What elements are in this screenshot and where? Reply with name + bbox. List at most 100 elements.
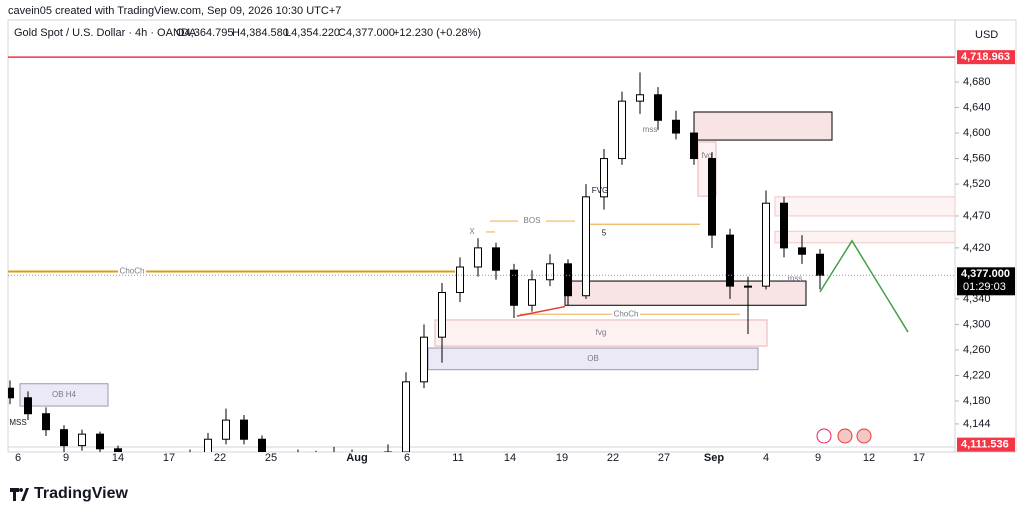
candle-body bbox=[744, 285, 752, 288]
candle-body bbox=[24, 397, 32, 415]
brand: TradingView bbox=[34, 485, 129, 502]
candle-body bbox=[313, 455, 320, 457]
y-tick-label: 4,220 bbox=[963, 369, 991, 381]
change: +12.230 (+0.28%) bbox=[393, 27, 481, 39]
candle-body bbox=[438, 292, 446, 338]
close: C4,377.000 bbox=[338, 27, 395, 39]
price-tag-label: 4,111.536 bbox=[961, 439, 1009, 451]
candle-body bbox=[384, 451, 392, 452]
candle-body bbox=[96, 433, 104, 450]
x-tick-label: 25 bbox=[265, 452, 277, 464]
countdown: 01:29:03 bbox=[963, 281, 1006, 293]
y-tick-label: 4,420 bbox=[963, 242, 991, 254]
y-tick-label: 4,680 bbox=[963, 76, 991, 88]
zone bbox=[19, 383, 109, 407]
candle-body bbox=[816, 253, 824, 276]
candle-body bbox=[187, 455, 194, 458]
zone-label: OB H4 bbox=[52, 390, 77, 399]
candle-body bbox=[8, 387, 14, 399]
x-tick-label: 4 bbox=[763, 452, 769, 464]
zone bbox=[693, 111, 833, 141]
candle-body bbox=[762, 202, 770, 287]
frame bbox=[7, 19, 1017, 453]
candle-body bbox=[331, 453, 338, 457]
label-bg bbox=[458, 226, 486, 237]
level-label: 5 bbox=[602, 228, 607, 237]
candle-body bbox=[780, 202, 788, 249]
low: L4,354.220 bbox=[285, 27, 340, 39]
trendline bbox=[516, 305, 566, 317]
zone bbox=[774, 230, 955, 244]
candle-body bbox=[456, 266, 464, 294]
level-label: ChoCh bbox=[614, 309, 639, 318]
last-price-label: 4,377.000 bbox=[961, 268, 1010, 280]
symbol: Gold Spot / U.S. Dollar · 4h · OANDA bbox=[14, 27, 197, 39]
y-tick-label: 4,560 bbox=[963, 152, 991, 164]
candle-body bbox=[114, 448, 122, 452]
candle-body bbox=[151, 462, 158, 465]
candle-body bbox=[277, 455, 284, 458]
candle-body bbox=[636, 94, 644, 102]
y-tick-label: 4,600 bbox=[963, 127, 991, 139]
x-tick-label: 14 bbox=[504, 452, 516, 464]
candle-body bbox=[600, 158, 608, 198]
open: O4,364.795 bbox=[176, 27, 234, 39]
label-bg bbox=[118, 266, 146, 277]
candle-body bbox=[672, 119, 680, 134]
candle-body bbox=[240, 419, 248, 440]
credit: cavein05 created with TradingView.com, S… bbox=[8, 5, 341, 17]
y-tick-label: 4,260 bbox=[963, 344, 991, 356]
x-tick-label: Aug bbox=[346, 452, 367, 464]
annotation: MSS bbox=[9, 418, 26, 427]
x-tick-label: 14 bbox=[112, 452, 124, 464]
candle-body bbox=[78, 433, 86, 447]
x-tick-label: 27 bbox=[658, 452, 670, 464]
candle-body bbox=[798, 247, 806, 255]
currency: USD bbox=[975, 29, 998, 41]
projection bbox=[819, 239, 909, 333]
candle-body bbox=[654, 94, 662, 121]
plot: OB H4 OB fvg fvg ChoCh BOS 5 ChoCh X FVG mss mss MSS bbox=[8, 72, 955, 465]
y-tick-label: 4,144 bbox=[963, 418, 991, 430]
legend: Gold Spot / U.S. Dollar · 4h · OANDA O4,… bbox=[14, 27, 481, 39]
x-tick-label: 9 bbox=[63, 452, 69, 464]
y-tick-label: 4,300 bbox=[963, 318, 991, 330]
level-label: X bbox=[469, 227, 475, 236]
price-tag-label: 4,718.963 bbox=[961, 51, 1010, 63]
x-tick-label: 19 bbox=[556, 452, 568, 464]
label-bg bbox=[612, 309, 640, 320]
candle-body bbox=[133, 458, 140, 464]
high: H4,384.580 bbox=[232, 27, 289, 39]
y-tick-label: 4,640 bbox=[963, 101, 991, 113]
candle-body bbox=[546, 263, 554, 281]
zone-label: fvg bbox=[702, 151, 713, 160]
y-tick-label: 4,340 bbox=[963, 293, 991, 305]
level-label: BOS bbox=[524, 216, 541, 225]
y-tick-label: 4,520 bbox=[963, 178, 991, 190]
candle-body bbox=[204, 438, 212, 452]
candle-body bbox=[258, 438, 266, 452]
candle-body bbox=[708, 158, 716, 236]
x-tick-label: 11 bbox=[452, 452, 463, 464]
label-bg bbox=[518, 216, 546, 227]
icon bbox=[856, 428, 872, 444]
x-tick-label: 6 bbox=[404, 452, 410, 464]
y-tick-label: 4,470 bbox=[963, 210, 991, 222]
candle-body bbox=[222, 419, 230, 440]
zone bbox=[774, 196, 955, 217]
candle-body bbox=[564, 263, 572, 297]
x-tick-label: 17 bbox=[163, 452, 175, 464]
x-tick-label: 12 bbox=[863, 452, 875, 464]
candle-body bbox=[60, 429, 68, 447]
candle-body bbox=[42, 413, 50, 431]
candle-body bbox=[582, 196, 590, 297]
candle-body bbox=[492, 247, 500, 271]
x-tick-label: Sep bbox=[704, 452, 724, 464]
x-tick-label: 22 bbox=[607, 452, 619, 464]
price-tag bbox=[957, 50, 1015, 65]
zone-label: OB bbox=[587, 354, 599, 363]
candle-body bbox=[690, 132, 698, 160]
y-tick-label: 4,180 bbox=[963, 395, 991, 407]
icon bbox=[816, 428, 832, 444]
level-label: ChoCh bbox=[120, 267, 145, 276]
